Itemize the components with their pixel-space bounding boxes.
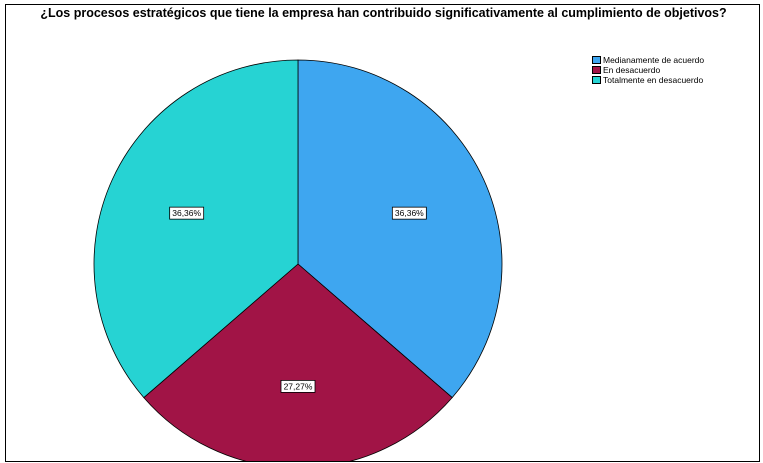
legend-label: Totalmente en desacuerdo — [603, 75, 704, 85]
slice-label-box — [169, 206, 205, 220]
slice-percent-text: 36,36% — [395, 208, 424, 218]
slice-data-label: 36,36% — [391, 206, 427, 220]
legend-item-medianamente-de-acuerdo: Medianamente de acuerdo — [592, 55, 704, 65]
slice-label-box — [280, 379, 316, 393]
chart-legend: Medianamente de acuerdo En desacuerdo To… — [592, 55, 704, 85]
pie-chart: 36,36% 27,27% 36,36% — [93, 59, 503, 461]
chart-frame: ¿Los procesos estratégicos que tiene la … — [5, 4, 760, 462]
slice-data-label: 27,27% — [280, 379, 316, 393]
slice-label-box — [391, 206, 427, 220]
pie-slice-medianamente-de-acuerdo — [297, 59, 503, 399]
slice-data-label: 36,36% — [169, 206, 205, 220]
legend-label: En desacuerdo — [603, 65, 661, 75]
slice-percent-text: 27,27% — [284, 381, 313, 391]
legend-swatch — [592, 56, 601, 64]
chart-title: ¿Los procesos estratégicos que tiene la … — [40, 6, 727, 20]
legend-item-en-desacuerdo: En desacuerdo — [592, 65, 704, 75]
legend-swatch — [592, 76, 601, 84]
legend-swatch — [592, 66, 601, 74]
legend-item-totalmente-en-desacuerdo: Totalmente en desacuerdo — [592, 75, 704, 85]
pie-slice-totalmente-en-desacuerdo — [93, 59, 299, 399]
pie-slice-en-desacuerdo — [143, 263, 453, 461]
legend-label: Medianamente de acuerdo — [603, 55, 705, 65]
slice-percent-text: 36,36% — [172, 208, 201, 218]
